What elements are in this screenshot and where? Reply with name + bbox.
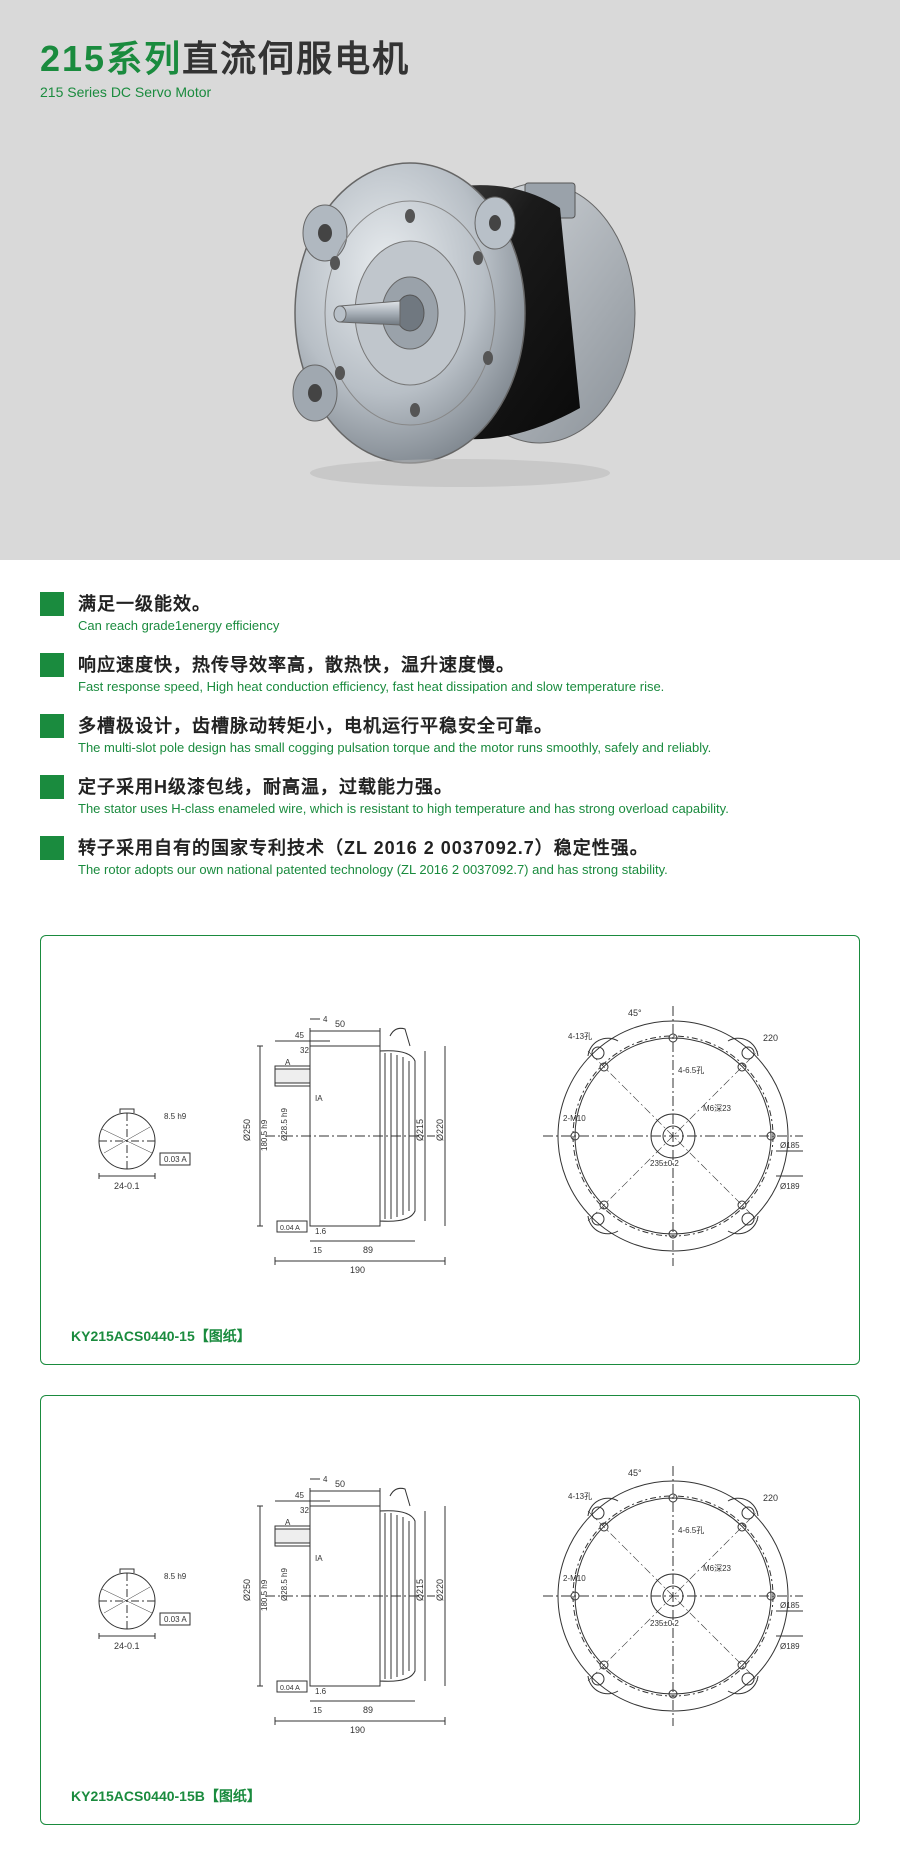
svg-text:IA: IA	[315, 1094, 323, 1103]
svg-text:A: A	[285, 1518, 291, 1527]
svg-text:15: 15	[313, 1246, 322, 1255]
feature-item: 转子采用自有的国家专利技术（ZL 2016 2 0037092.7）稳定性强。 …	[40, 834, 860, 877]
svg-text:4-6.5孔: 4-6.5孔	[678, 1526, 704, 1535]
svg-text:2-M10: 2-M10	[563, 1114, 586, 1123]
svg-text:45: 45	[295, 1491, 304, 1500]
svg-text:0.04 A: 0.04 A	[280, 1225, 300, 1232]
feature-en: The stator uses H-class enameled wire, w…	[78, 801, 729, 816]
bullet-icon	[40, 592, 64, 616]
drawing-panel-1: 24-0.1 8.5 h9 0.03 A 50 4	[40, 935, 860, 1365]
page-subtitle: 215 Series DC Servo Motor	[40, 84, 860, 100]
svg-text:50: 50	[335, 1479, 345, 1489]
svg-text:45°: 45°	[628, 1008, 642, 1018]
svg-text:190: 190	[350, 1265, 365, 1275]
svg-text:0.04 A: 0.04 A	[280, 1685, 300, 1692]
svg-text:Ø28.5 h9: Ø28.5 h9	[280, 1568, 289, 1601]
side-view-drawing: 50 4 45 32 Ø250 180.5 h9 Ø28.5 h9 Ø215 Ø…	[215, 1451, 505, 1741]
bullet-icon	[40, 714, 64, 738]
svg-text:4: 4	[323, 1475, 328, 1484]
front-view-drawing: 45° 4-13孔 4-6.5孔 M6深23 2-M10 235±0.2 220…	[528, 991, 818, 1281]
svg-text:24-0.1: 24-0.1	[114, 1641, 140, 1651]
feature-cn: 满足一级能效。	[78, 590, 279, 616]
feature-en: The rotor adopts our own national patent…	[78, 862, 668, 877]
bullet-icon	[40, 775, 64, 799]
svg-text:180.5 h9: 180.5 h9	[260, 1579, 269, 1611]
drawing-caption: KY215ACS0440-15【图纸】	[71, 1326, 251, 1346]
svg-text:Ø189: Ø189	[780, 1182, 800, 1191]
feature-cn: 转子采用自有的国家专利技术（ZL 2016 2 0037092.7）稳定性强。	[78, 834, 668, 860]
svg-text:89: 89	[363, 1245, 373, 1255]
svg-text:Ø220: Ø220	[435, 1119, 445, 1141]
page-title: 215系列直流伺服电机	[40, 30, 860, 82]
svg-text:M6深23: M6深23	[703, 1564, 732, 1573]
title-rest: 直流伺服电机	[182, 38, 410, 79]
svg-text:Ø28.5 h9: Ø28.5 h9	[280, 1108, 289, 1141]
technical-drawing: 24-0.1 8.5 h9 0.03 A 50 4	[71, 976, 829, 1296]
svg-text:4-13孔: 4-13孔	[568, 1032, 592, 1041]
drawing-caption: KY215ACS0440-15B【图纸】	[71, 1786, 261, 1806]
shaft-detail-drawing: 24-0.1 8.5 h9 0.03 A	[82, 1521, 192, 1671]
svg-text:Ø189: Ø189	[780, 1642, 800, 1651]
bullet-icon	[40, 653, 64, 677]
feature-en: Fast response speed, High heat conductio…	[78, 679, 664, 694]
svg-text:8.5 h9: 8.5 h9	[164, 1112, 187, 1121]
svg-text:4: 4	[323, 1015, 328, 1024]
svg-text:180.5 h9: 180.5 h9	[260, 1119, 269, 1151]
svg-text:0.03 A: 0.03 A	[164, 1615, 187, 1624]
svg-text:32: 32	[300, 1046, 309, 1055]
feature-en: Can reach grade1energy efficiency	[78, 618, 279, 633]
feature-item: 多槽极设计，齿槽脉动转矩小，电机运行平稳安全可靠。 The multi-slot…	[40, 712, 860, 755]
svg-text:1.6: 1.6	[315, 1227, 327, 1236]
svg-text:8.5 h9: 8.5 h9	[164, 1572, 187, 1581]
front-view-drawing: 45° 4-13孔 4-6.5孔 M6深23 2-M10 235±0.2 220…	[528, 1451, 818, 1741]
svg-text:4-13孔: 4-13孔	[568, 1492, 592, 1501]
svg-text:235±0.2: 235±0.2	[650, 1619, 679, 1628]
feature-item: 定子采用H级漆包线，耐高温，过载能力强。 The stator uses H-c…	[40, 773, 860, 816]
feature-item: 满足一级能效。 Can reach grade1energy efficienc…	[40, 590, 860, 633]
svg-text:190: 190	[350, 1725, 365, 1735]
svg-text:220: 220	[763, 1033, 778, 1043]
svg-text:Ø215: Ø215	[415, 1119, 425, 1141]
svg-text:Ø250: Ø250	[242, 1579, 252, 1601]
svg-text:1.6: 1.6	[315, 1687, 327, 1696]
svg-text:50: 50	[335, 1019, 345, 1029]
feature-cn: 定子采用H级漆包线，耐高温，过载能力强。	[78, 773, 729, 799]
title-prefix: 215系列	[40, 38, 182, 79]
svg-text:15: 15	[313, 1706, 322, 1715]
svg-text:A: A	[285, 1058, 291, 1067]
svg-text:Ø220: Ø220	[435, 1579, 445, 1601]
svg-text:4-6.5孔: 4-6.5孔	[678, 1066, 704, 1075]
bullet-icon	[40, 836, 64, 860]
svg-text:45: 45	[295, 1031, 304, 1040]
svg-text:235±0.2: 235±0.2	[650, 1159, 679, 1168]
svg-text:M6深23: M6深23	[703, 1104, 732, 1113]
svg-text:89: 89	[363, 1705, 373, 1715]
svg-text:220: 220	[763, 1493, 778, 1503]
feature-en: The multi-slot pole design has small cog…	[78, 740, 711, 755]
features-list: 满足一级能效。 Can reach grade1energy efficienc…	[0, 560, 900, 915]
hero-banner: 215系列直流伺服电机 215 Series DC Servo Motor	[0, 0, 900, 560]
svg-text:2-M10: 2-M10	[563, 1574, 586, 1583]
side-view-drawing: 50 4 45 32 Ø250 180.5 h9 Ø28.5 h9 Ø215 Ø…	[215, 991, 505, 1281]
motor-render	[240, 128, 660, 488]
svg-text:Ø185: Ø185	[780, 1141, 800, 1150]
svg-text:24-0.1: 24-0.1	[114, 1181, 140, 1191]
svg-text:Ø250: Ø250	[242, 1119, 252, 1141]
technical-drawing: 24-0.1 8.5 h9 0.03 A 50 4 45	[71, 1436, 829, 1756]
drawing-panel-2: 24-0.1 8.5 h9 0.03 A 50 4 45	[40, 1395, 860, 1825]
svg-text:45°: 45°	[628, 1468, 642, 1478]
shaft-detail-drawing: 24-0.1 8.5 h9 0.03 A	[82, 1061, 192, 1211]
svg-text:32: 32	[300, 1506, 309, 1515]
svg-text:0.03 A: 0.03 A	[164, 1155, 187, 1164]
feature-item: 响应速度快，热传导效率高，散热快，温升速度慢。 Fast response sp…	[40, 651, 860, 694]
svg-text:IA: IA	[315, 1554, 323, 1563]
feature-cn: 多槽极设计，齿槽脉动转矩小，电机运行平稳安全可靠。	[78, 712, 711, 738]
feature-cn: 响应速度快，热传导效率高，散热快，温升速度慢。	[78, 651, 664, 677]
svg-text:Ø185: Ø185	[780, 1601, 800, 1610]
svg-text:Ø215: Ø215	[415, 1579, 425, 1601]
